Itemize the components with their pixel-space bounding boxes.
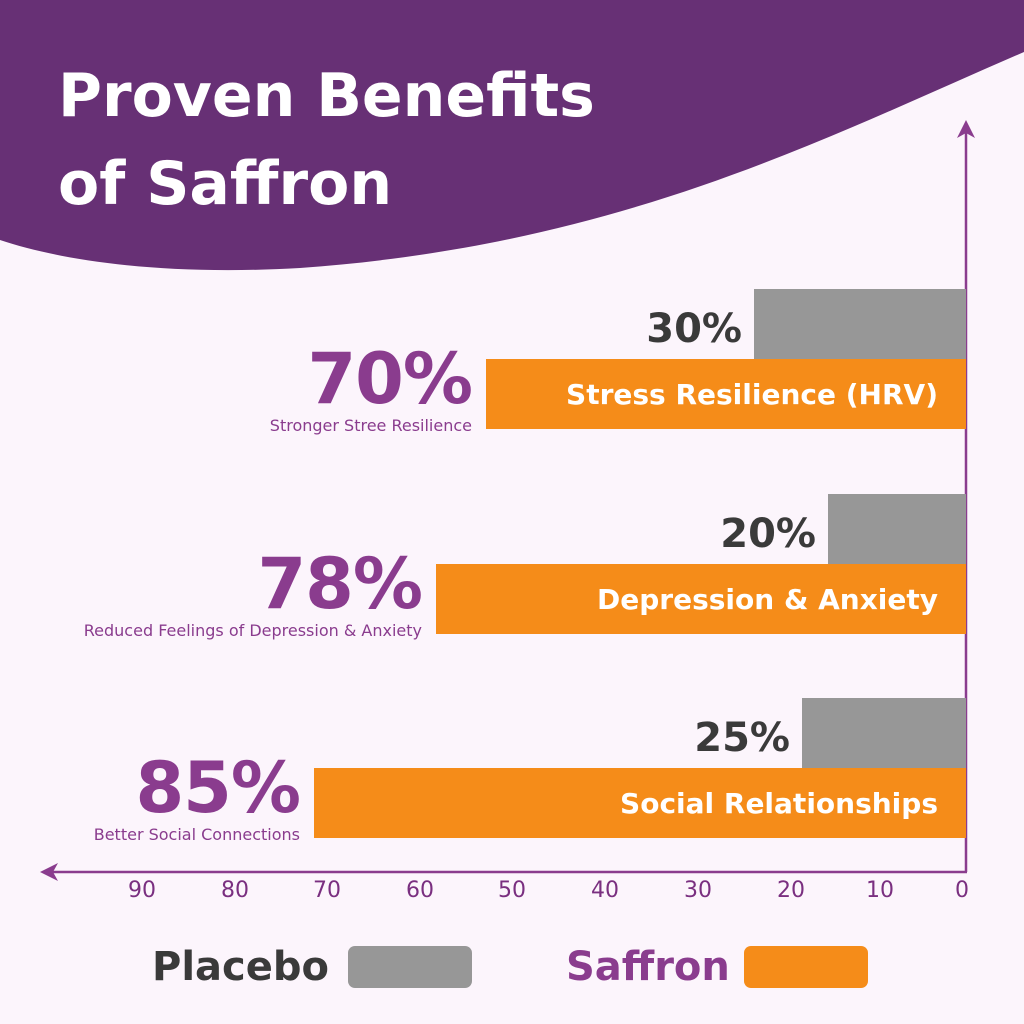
y-axis-arrow-icon	[957, 120, 975, 138]
saffron-annotation-stress: 70% Stronger Stree Resilience	[269, 338, 473, 435]
bar-label-social: Social Relationships	[620, 786, 938, 820]
x-tick-40: 40	[591, 878, 619, 903]
saffron-bar-stress: Stress Resilience (HRV)	[486, 359, 966, 429]
saffron-desc-social: Better Social Connections	[93, 825, 300, 844]
saffron-bar-depression: Depression & Anxiety	[436, 564, 966, 634]
placebo-bar-social	[802, 698, 966, 768]
legend-placebo-swatch	[348, 946, 472, 988]
saffron-value-social: 85%	[135, 747, 301, 829]
saffron-desc-stress: Stronger Stree Resilience	[269, 416, 472, 435]
saffron-annotation-social: 85% Better Social Connections	[93, 747, 301, 844]
header-background	[0, 0, 1024, 271]
placebo-value-social: 25%	[694, 715, 790, 761]
legend-saffron-swatch	[744, 946, 868, 988]
x-axis-arrow-icon	[40, 863, 58, 881]
placebo-value-stress: 30%	[646, 306, 742, 352]
x-tick-30: 30	[684, 878, 712, 903]
saffron-value-depression: 78%	[257, 543, 423, 625]
x-tick-60: 60	[406, 878, 434, 903]
saffron-bar-social: Social Relationships	[314, 768, 966, 838]
x-tick-10: 10	[866, 878, 894, 903]
page-title: Proven Benefits of Saffron	[58, 52, 595, 228]
x-tick-90: 90	[128, 878, 156, 903]
saffron-desc-depression: Reduced Feelings of Depression & Anxiety	[83, 621, 422, 640]
x-tick-50: 50	[498, 878, 526, 903]
x-tick-0: 0	[955, 878, 969, 903]
x-tick-80: 80	[221, 878, 249, 903]
bar-label-stress: Stress Resilience (HRV)	[566, 377, 938, 411]
legend-saffron-label: Saffron	[566, 944, 730, 990]
saffron-annotation-depression: 78% Reduced Feelings of Depression & Anx…	[83, 543, 423, 640]
legend-placebo-label: Placebo	[152, 944, 329, 990]
bar-label-depression: Depression & Anxiety	[597, 582, 938, 616]
placebo-bar-depression	[828, 494, 966, 564]
saffron-value-stress: 70%	[307, 338, 473, 420]
placebo-value-depression: 20%	[720, 511, 816, 557]
placebo-bar-stress	[754, 289, 966, 359]
x-tick-70: 70	[313, 878, 341, 903]
x-tick-20: 20	[777, 878, 805, 903]
title-line-1: Proven Benefits	[58, 61, 595, 131]
title-line-2: of Saffron	[58, 149, 393, 219]
